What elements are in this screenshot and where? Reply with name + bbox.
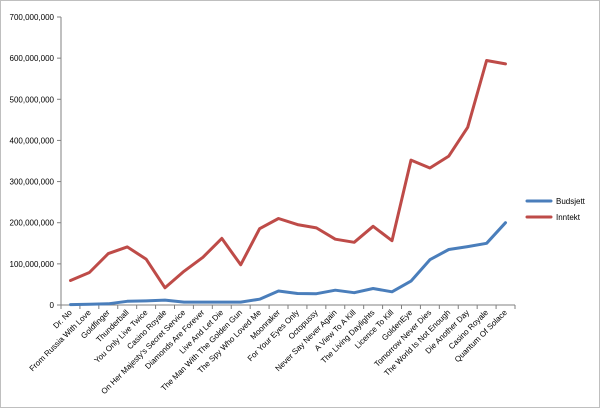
series-line-budsjett [69,221,507,307]
y-tick-label: 700,000,000 [10,13,55,22]
legend-label: Budsjett [556,197,586,206]
y-tick-label: 100,000,000 [10,260,55,269]
legend-label: Inntekt [556,213,581,222]
y-tick-label: 200,000,000 [10,219,55,228]
y-tick-label: 0 [50,301,55,310]
series-line-inntekt [69,59,507,290]
y-tick-label: 500,000,000 [10,95,55,104]
y-tick-label: 400,000,000 [10,136,55,145]
y-tick-label: 300,000,000 [10,178,55,187]
y-tick-label: 600,000,000 [10,54,55,63]
